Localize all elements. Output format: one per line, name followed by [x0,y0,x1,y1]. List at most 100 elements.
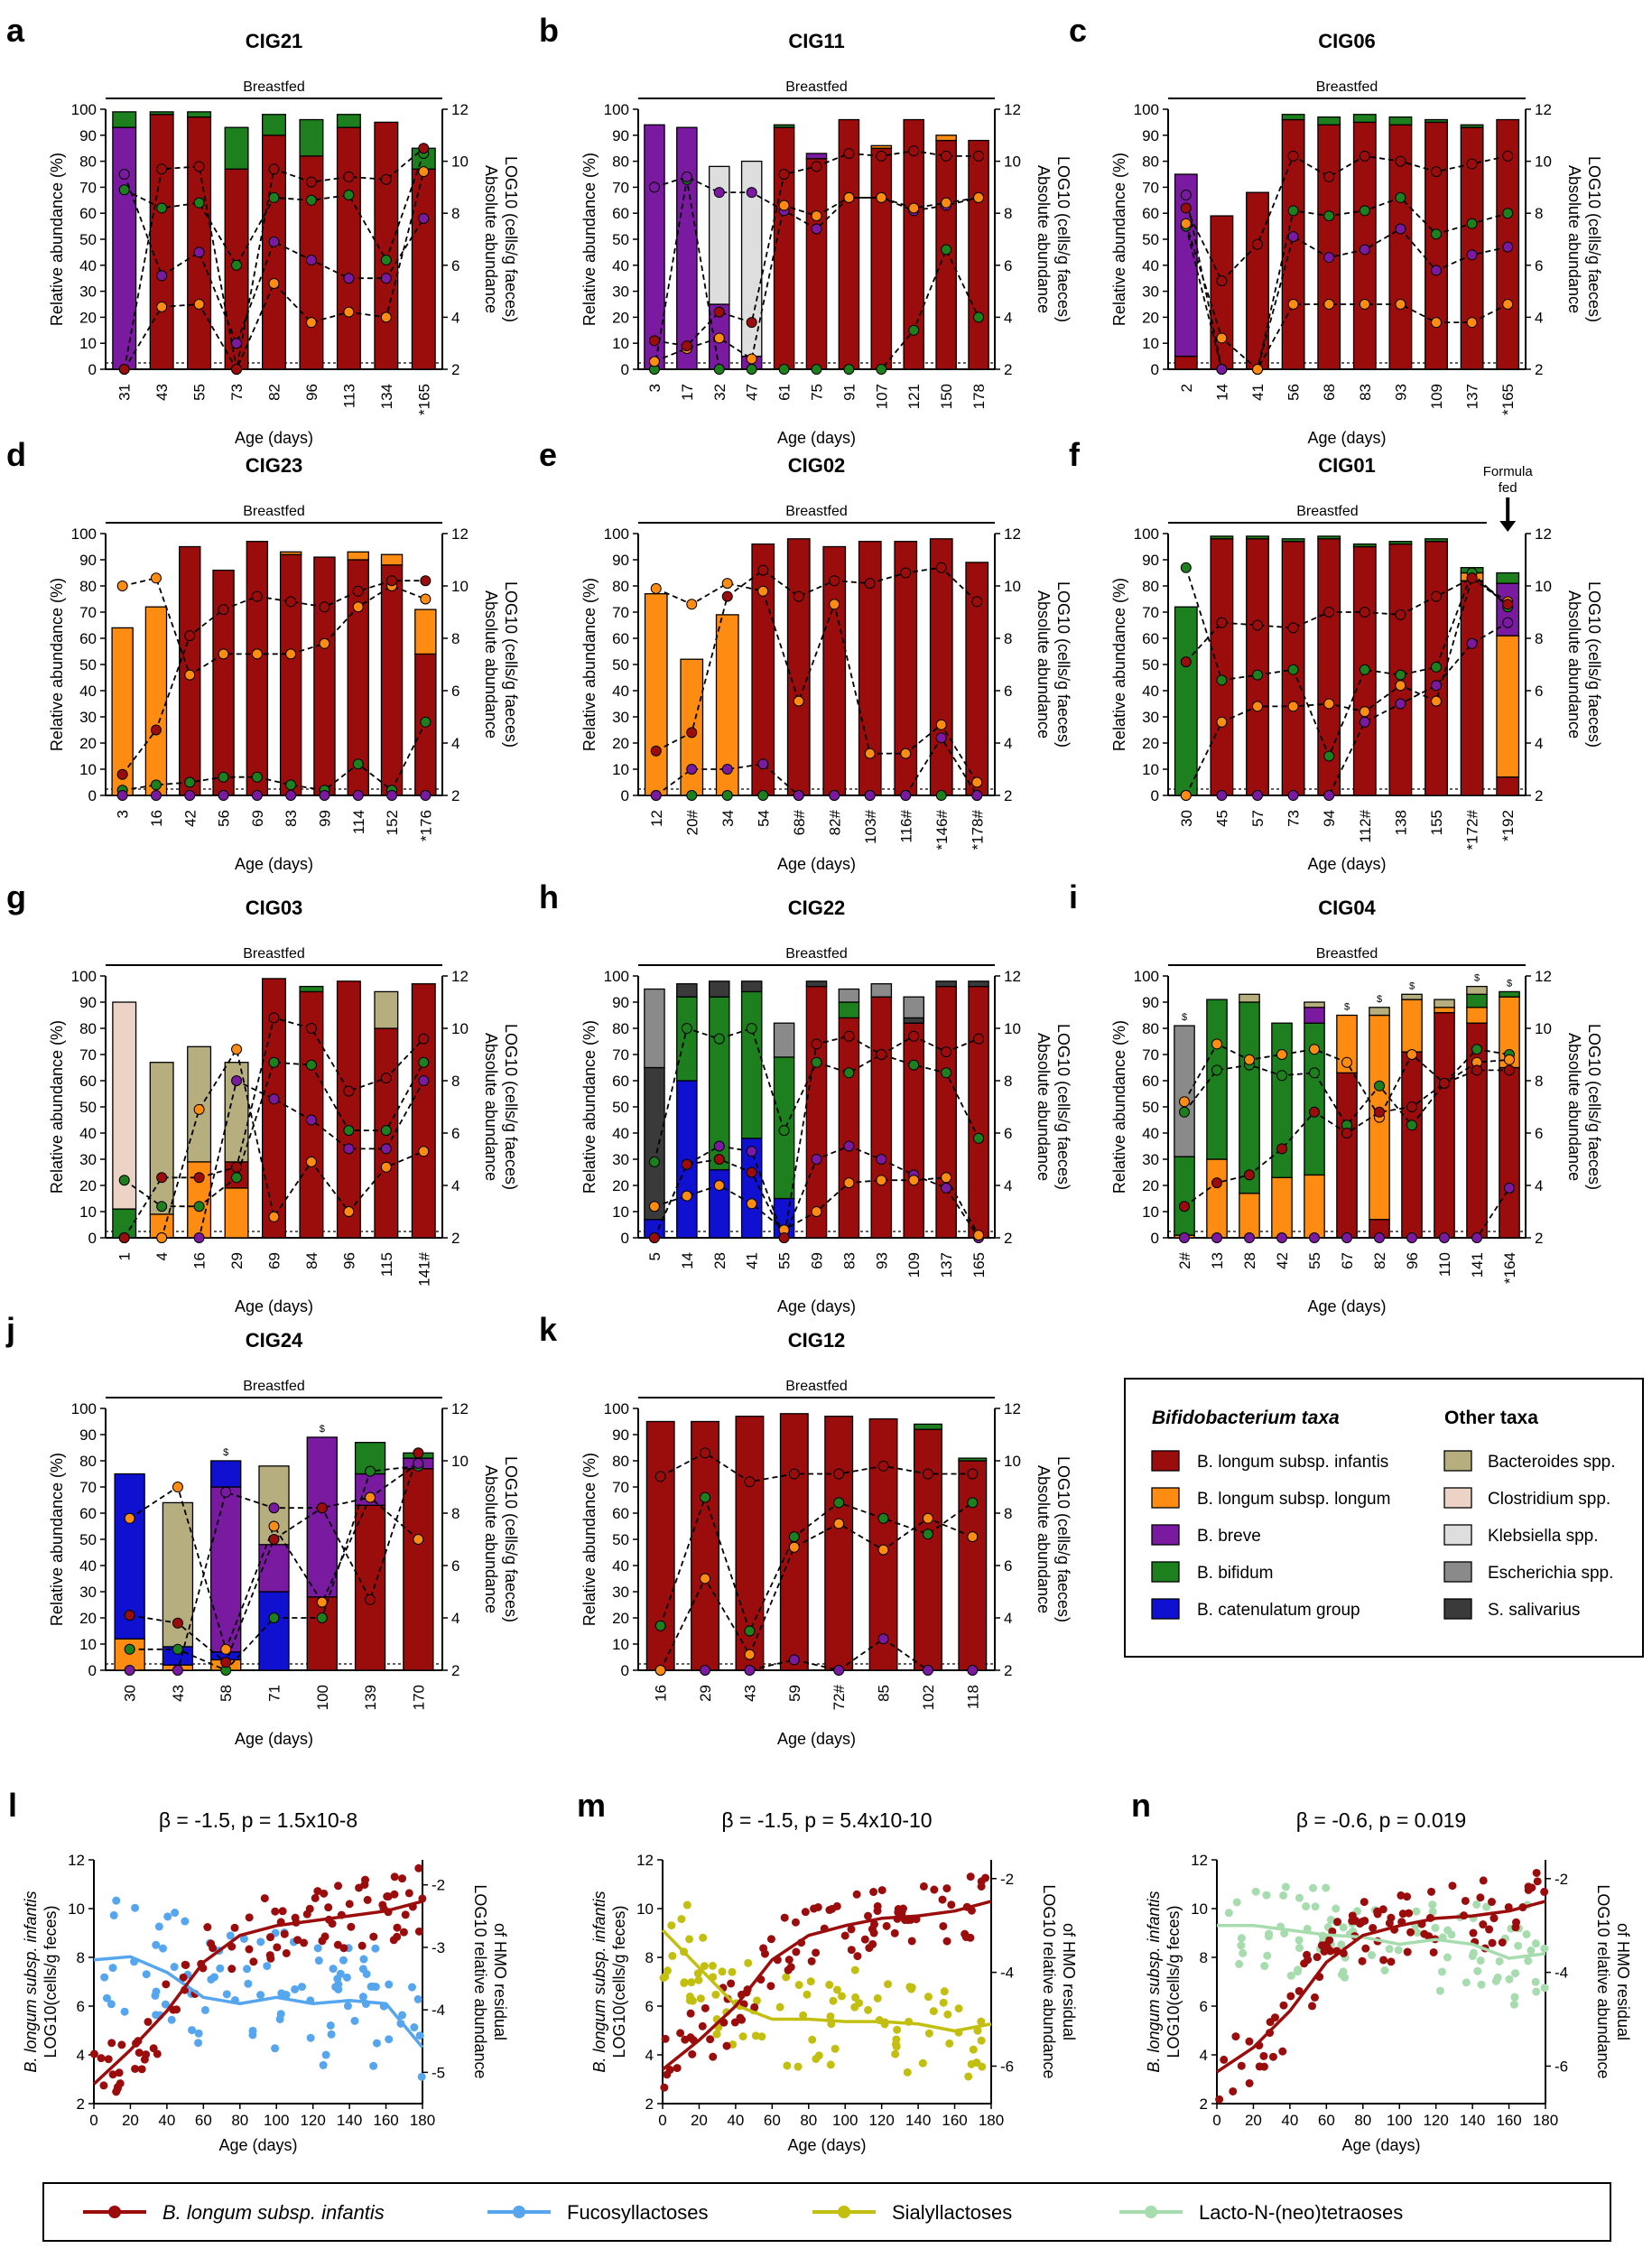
legend-label-lnt: Lacto-N-(neo)tetraoses [1199,2201,1403,2224]
abundance-point-longum [343,306,355,318]
hmo-point [415,2031,424,2040]
bar-segment-infantis [1317,124,1341,370]
x-tick-label: 56 [1285,384,1303,401]
infantis-point [142,2050,151,2059]
hmo-point [371,1944,380,1953]
tick-label: 2 [451,1662,459,1679]
abundance-point-longum [908,1175,920,1186]
abundance-point-breve [1466,637,1478,649]
hmo-point [680,1978,689,1987]
abundance-point-bifidum [1374,1080,1385,1092]
abundance-point-infantis [1341,1128,1352,1138]
panel-e: e CIG02 Breastfed 0 10 20 30 40 50 60 70 80 90 100 2 4 6… [539,436,1072,873]
taxa-legend: Bifidobacterium taxa Other taxa B. longu… [1124,1378,1644,1658]
infantis-point [137,2065,146,2074]
hmo-point [109,1910,118,1919]
x-tick-label: 83 [840,1252,858,1269]
infantis-point [942,1937,951,1946]
tick-label: -6 [1000,2058,1014,2075]
tick-label: 2 [1004,1662,1012,1679]
tick-label: 30 [612,283,629,301]
x-axis-label: Age (days) [235,855,313,873]
x-tick-label: 112# [1357,809,1374,842]
legend-marker-lnt [1145,2206,1157,2218]
infantis-point [328,1919,337,1928]
hmo-trend-line [661,1928,992,2033]
hmo-point [170,1963,179,1972]
y2-axis-label: LOG10 (cells/g faeces) [1054,1024,1072,1190]
abundance-point-breve [1395,223,1406,235]
abundance-point-breve [648,181,660,193]
hmo-point [159,1944,168,1953]
panel-title: CIG04 [1318,897,1376,919]
x-tick-label: 43 [741,1685,758,1702]
infantis-trend-line [92,1900,423,2086]
abundance-point-longum [1406,1049,1417,1060]
tick-label: 20 [1142,309,1159,326]
infantis-point [939,1921,948,1930]
infantis-point [722,2041,731,2050]
hmo-point [744,1958,753,1967]
tick-label: 4 [451,735,459,752]
hmo-point [372,2039,381,2048]
abundance-point-longum [184,669,196,681]
abundance-point-breve [220,1486,232,1498]
hmo-point [306,2033,315,2042]
abundance-point-longum [1244,1054,1255,1065]
hmo-point [1385,1945,1394,1954]
hmo-point [181,1917,190,1926]
x-tick-label: 141# [415,1251,432,1286]
bar-segment-infantis [411,983,436,1239]
abundance-point-infantis [1323,607,1335,618]
abundance-point-bifidum [156,1201,168,1213]
panel-letter: c [1069,12,1087,49]
abundance-point-infantis [218,604,229,616]
abundance-point-breve [118,169,130,180]
hmo-point [161,2000,170,2009]
tick-label: 10 [1142,761,1159,778]
infantis-point [311,1893,320,1902]
abundance-point-bifidum [1359,205,1370,217]
hmo-point [359,1955,368,1964]
bar-segment-bifidum [740,990,763,1139]
x-tick-label: 56 [216,810,233,827]
panel-title: CIG01 [1318,454,1376,477]
hmo-point [718,1967,727,1976]
tick-label: 70 [612,604,629,621]
abundance-point-longum [268,277,280,289]
hmo-trend-line [1217,1923,1546,1960]
abundance-point-bifidum [713,364,725,375]
infantis-point [977,1877,986,1886]
infantis-point [1461,1896,1470,1905]
x-tick-label: 83 [283,810,300,827]
abundance-line-infantis [1185,577,1508,663]
infantis-point [1278,2047,1287,2056]
infantis-point [736,2013,745,2022]
infantis-point [860,1935,869,1944]
bar-segment-infantis [187,116,212,370]
tick-label: 70 [1142,1046,1159,1064]
infantis-point [873,1901,882,1910]
hmo-trend-line [93,1955,424,2049]
abundance-point-bifidum [1252,669,1263,681]
bar-segment-infantis [903,118,925,370]
hmo-point [1514,1941,1523,1950]
legend-label-escherichia: Escherichia spp. [1488,1564,1613,1583]
x-axis-label: Age (days) [235,429,313,447]
tick-label: 10 [79,761,97,778]
abundance-point-longum [1359,706,1370,718]
tick-label: 6 [1535,257,1543,274]
abundance-point-infantis [193,161,205,172]
x-tick-label: 41 [1249,384,1267,401]
hmo-point [1237,1934,1246,1943]
x-tick-label: 5 [646,1252,664,1260]
x-tick-label: 28 [711,1252,729,1269]
x-tick-label: 14 [679,1252,696,1269]
legend-swatch-salivarius [1443,1598,1472,1620]
bar-segment-bifidum [1271,1022,1293,1178]
hmo-point [677,1915,686,1924]
bar-segment-infantis [805,985,828,1239]
abundance-point-infantis [418,1033,430,1045]
tick-label: 120 [868,2112,894,2129]
hmo-point [924,2029,933,2038]
